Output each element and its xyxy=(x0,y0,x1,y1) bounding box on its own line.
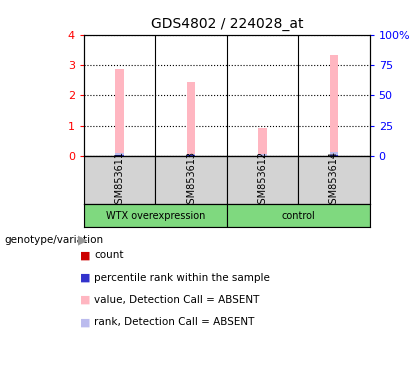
Bar xyxy=(84,205,227,227)
Bar xyxy=(330,55,338,156)
Text: rank, Detection Call = ABSENT: rank, Detection Call = ABSENT xyxy=(94,317,255,327)
Text: WTX overexpression: WTX overexpression xyxy=(106,210,205,220)
Bar xyxy=(330,152,338,156)
Bar xyxy=(298,156,370,205)
Text: ■: ■ xyxy=(80,250,90,260)
Text: ■: ■ xyxy=(80,295,90,305)
Bar xyxy=(258,154,267,156)
Text: GSM853613: GSM853613 xyxy=(186,151,196,210)
Bar xyxy=(258,128,267,156)
Bar xyxy=(187,81,195,156)
Text: GSM853611: GSM853611 xyxy=(115,151,125,210)
Text: ▶: ▶ xyxy=(78,233,87,247)
Bar xyxy=(116,153,124,156)
Text: count: count xyxy=(94,250,124,260)
Text: genotype/variation: genotype/variation xyxy=(4,235,103,245)
Text: percentile rank within the sample: percentile rank within the sample xyxy=(94,273,270,283)
Text: value, Detection Call = ABSENT: value, Detection Call = ABSENT xyxy=(94,295,260,305)
Text: GSM853614: GSM853614 xyxy=(329,151,339,210)
Bar xyxy=(116,70,124,156)
Bar xyxy=(187,154,195,156)
Bar xyxy=(227,205,370,227)
Text: control: control xyxy=(281,210,315,220)
Text: ■: ■ xyxy=(80,273,90,283)
Bar xyxy=(155,156,227,205)
Bar xyxy=(227,156,298,205)
Text: GSM853612: GSM853612 xyxy=(257,151,268,210)
Text: GDS4802 / 224028_at: GDS4802 / 224028_at xyxy=(150,17,303,31)
Text: ■: ■ xyxy=(80,317,90,327)
Bar xyxy=(84,156,155,205)
